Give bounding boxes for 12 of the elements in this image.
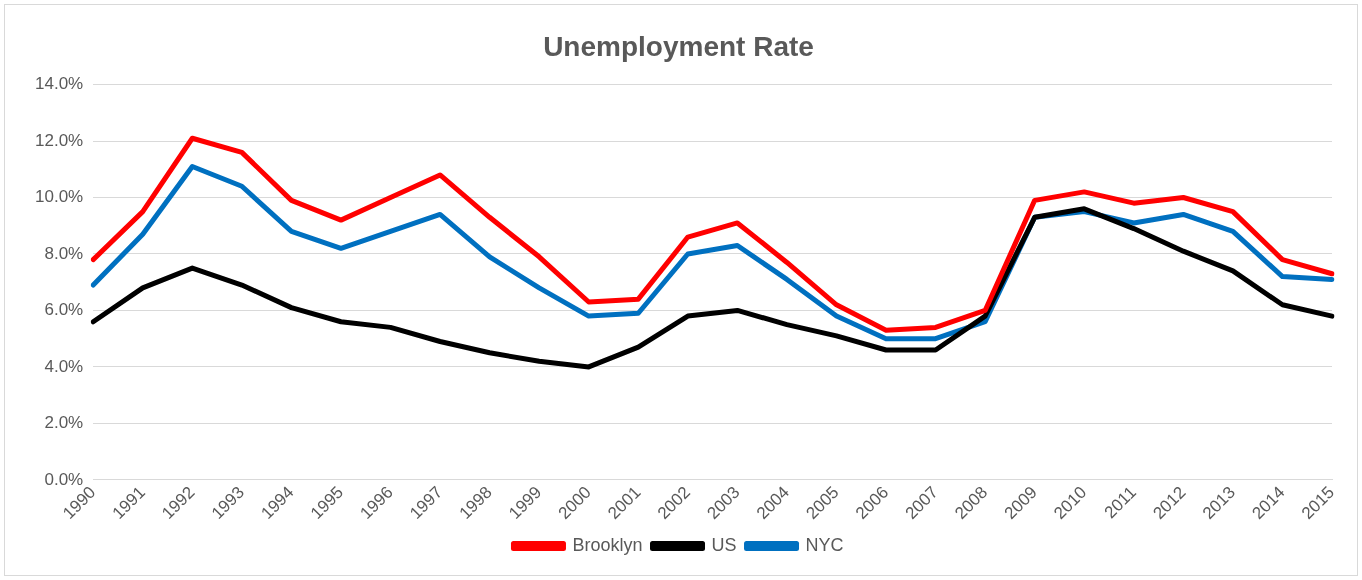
y-tick-label: 6.0%: [44, 300, 84, 320]
y-tick-label: 12.0%: [35, 130, 84, 150]
legend-label: US: [711, 534, 737, 555]
chart-title: Unemployment Rate: [543, 30, 814, 62]
legend-label: NYC: [805, 534, 844, 555]
y-tick-label: 2.0%: [44, 413, 84, 433]
y-tick-label: 8.0%: [44, 243, 84, 263]
y-tick-label: 4.0%: [44, 356, 84, 376]
legend-label: Brooklyn: [572, 534, 643, 555]
y-tick-label: 14.0%: [35, 74, 84, 94]
y-tick-label: 0.0%: [44, 469, 84, 489]
y-tick-label: 10.0%: [35, 187, 84, 207]
